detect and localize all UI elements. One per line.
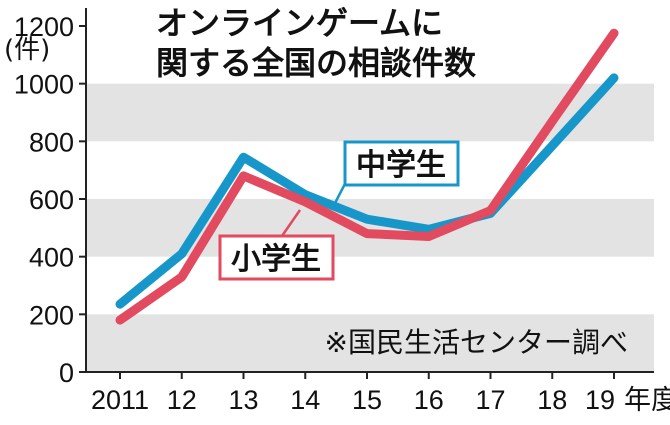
y-tick-label: 400	[29, 243, 74, 273]
source-note: ※国民生活センター調べ	[325, 326, 628, 359]
label-pointer-elementary	[280, 209, 302, 237]
label-box-junior-high	[343, 140, 460, 187]
x-tick-label: 16	[414, 385, 444, 415]
series-line-1	[115, 28, 619, 325]
y-ticks: 0 200 400 600 800 1000 1200	[14, 12, 86, 388]
y-tick-label: 200	[29, 300, 74, 330]
x-tick-label: 2011	[91, 385, 149, 415]
series-lines	[115, 28, 619, 325]
y-tick-label: 800	[29, 127, 74, 157]
chart-title-line-2: 関する全国の相談件数	[156, 44, 477, 82]
label-box-elementary	[218, 234, 335, 281]
x-tick-label: 17	[475, 385, 505, 415]
grid-band	[86, 314, 654, 372]
series-line-0	[115, 73, 619, 309]
series-label-junior-high: 中学生	[332, 140, 460, 206]
x-tick-label: 19	[585, 385, 615, 415]
x-ticks: 2011 12 13 14 15 16 17 18 19 年度	[91, 372, 670, 415]
chart-title: オンラインゲームに 関する全国の相談件数	[156, 4, 477, 82]
y-unit-label: (件)	[4, 35, 50, 65]
label-text-junior-high: 中学生	[356, 148, 446, 183]
x-tick-label: 18	[537, 385, 567, 415]
grid-band	[86, 199, 654, 257]
x-tick-label: 14	[290, 385, 320, 415]
label-text-elementary: 小学生	[231, 242, 321, 277]
y-tick-label: 600	[29, 185, 74, 215]
x-axis-unit-label: 年度	[624, 385, 670, 415]
series-label-elementary: 小学生	[218, 209, 335, 281]
y-tick-label: 1000	[14, 70, 74, 100]
x-tick-label: 13	[228, 385, 258, 415]
y-tick-label: 1200	[14, 12, 74, 42]
x-tick-label: 12	[167, 385, 197, 415]
chart-title-line-1: オンラインゲームに	[156, 4, 443, 42]
x-tick-label: 15	[352, 385, 382, 415]
y-tick-label: 0	[59, 358, 74, 388]
